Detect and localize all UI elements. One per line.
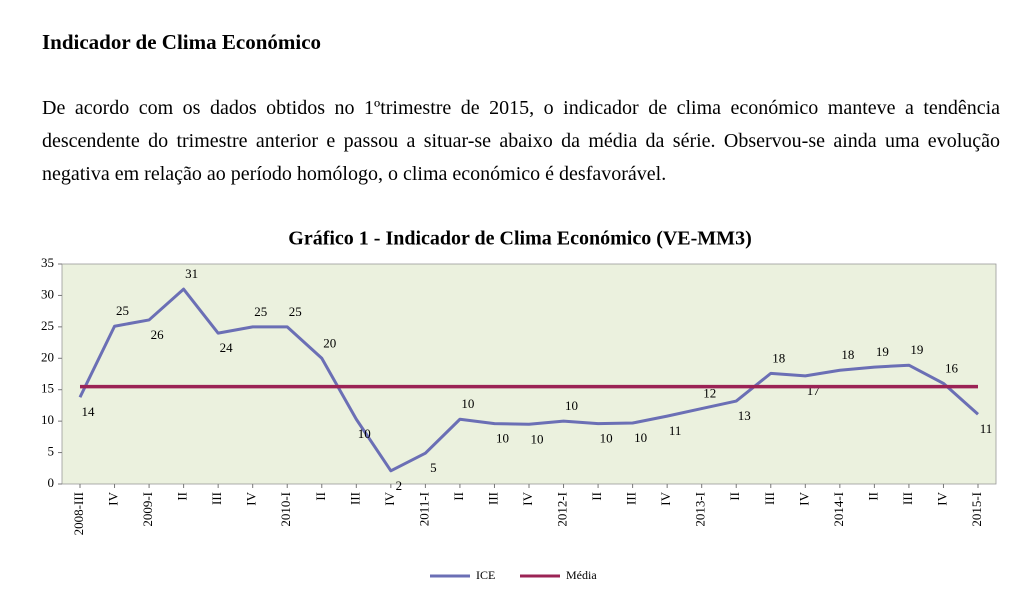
y-tick-label: 0 (48, 475, 55, 490)
y-tick-label: 25 (41, 318, 54, 333)
x-tick-label: IV (658, 491, 673, 505)
data-label: 18 (772, 350, 785, 365)
y-tick-label: 15 (41, 381, 54, 396)
x-tick-label: 2011-I (416, 492, 431, 526)
x-tick-label: 2012-I (555, 492, 570, 527)
x-tick-label: III (485, 492, 500, 505)
data-label: 10 (531, 431, 544, 446)
x-tick-label: IV (520, 491, 535, 505)
x-tick-label: III (762, 492, 777, 505)
legend-label: ICE (476, 568, 495, 582)
data-label: 18 (841, 347, 854, 362)
x-tick-label: IV (382, 491, 397, 505)
legend-label: Média (566, 568, 597, 582)
y-tick-label: 20 (41, 349, 54, 364)
data-label: 31 (185, 266, 198, 281)
ice-line (78, 287, 979, 473)
y-tick-label: 35 (41, 255, 54, 270)
data-label: 11 (669, 423, 682, 438)
data-label: 5 (430, 460, 437, 475)
data-label: 10 (496, 431, 509, 446)
data-label: 12 (703, 386, 716, 401)
data-label: 10 (600, 431, 613, 446)
x-tick-label: III (209, 492, 224, 505)
x-tick-label: IV (244, 491, 259, 505)
y-tick-label: 10 (41, 412, 54, 427)
y-tick-label: 30 (41, 286, 54, 301)
x-tick-label: IV (106, 491, 121, 505)
heading: Indicador de Clima Económico (42, 30, 322, 54)
data-label: 13 (738, 408, 751, 423)
data-label: 10 (565, 398, 578, 413)
data-label: 26 (151, 327, 165, 342)
x-tick-label: II (865, 492, 880, 501)
data-label: 25 (289, 304, 302, 319)
data-label: 20 (323, 335, 336, 350)
x-tick-label: 2010-I (278, 492, 293, 527)
plot-area (61, 263, 997, 485)
x-tick-label: III (347, 492, 362, 505)
x-tick-label: 2014-I (831, 492, 846, 527)
data-label: 19 (910, 342, 923, 357)
chart-title: Gráfico 1 - Indicador de Clima Económico… (288, 228, 751, 250)
data-label: 25 (254, 304, 267, 319)
data-label: 10 (461, 396, 474, 411)
x-tick-label: III (900, 492, 915, 505)
x-tick-label: IV (934, 491, 949, 505)
x-tick-label: II (175, 492, 190, 501)
x-tick-label: 2013-I (693, 492, 708, 527)
y-tick-label: 5 (48, 444, 55, 459)
data-label: 24 (220, 340, 234, 355)
x-tick-label: IV (796, 491, 811, 505)
data-label: 19 (876, 344, 889, 359)
x-tick-label: III (624, 492, 639, 505)
data-label: 11 (980, 421, 993, 436)
x-tick-label: 2009-I (140, 492, 155, 527)
x-tick-label: 2008-III (71, 492, 86, 535)
data-label: 14 (82, 404, 96, 419)
data-label: 25 (116, 303, 129, 318)
x-tick-label: II (313, 492, 328, 501)
x-tick-label: II (727, 492, 742, 501)
paragraph: De acordo com os dados obtidos no 1ºtrim… (42, 97, 1000, 185)
data-label: 10 (634, 430, 647, 445)
x-tick-label: II (589, 492, 604, 501)
data-label: 10 (358, 426, 371, 441)
data-label: 2 (396, 478, 403, 493)
data-label: 16 (945, 360, 959, 375)
x-tick-label: 2015-I (969, 492, 984, 527)
x-tick-label: II (451, 492, 466, 501)
